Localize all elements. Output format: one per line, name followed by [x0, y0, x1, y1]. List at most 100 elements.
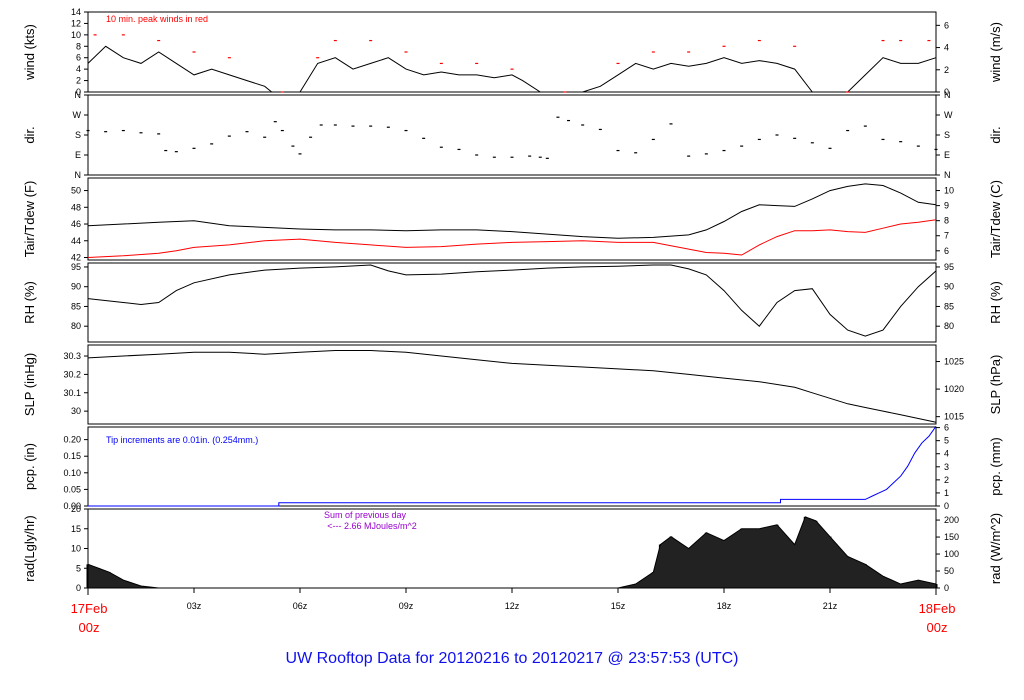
- left-tick-label: 0: [76, 87, 81, 97]
- left-tick-label: 30.3: [63, 351, 81, 361]
- right-tick-label: 90: [944, 282, 954, 292]
- y-axis-label-right: pcp. (mm): [988, 437, 1003, 496]
- right-tick-label: 2: [944, 65, 949, 75]
- right-tick-label: N: [944, 90, 951, 100]
- panel-frame: [87, 94, 937, 176]
- left-tick-label: 5: [76, 563, 81, 573]
- left-tick-label: 80: [71, 321, 81, 331]
- y-axis-label-right: rad (W/m^2): [988, 513, 1003, 584]
- left-tick-label: 0.05: [63, 484, 81, 494]
- right-tick-label: 10: [944, 186, 954, 196]
- y-axis-label-left: pcp. (in): [22, 443, 37, 490]
- right-tick-label: 0: [944, 501, 949, 511]
- y-axis-label-right: RH (%): [988, 281, 1003, 324]
- y-axis-label-left: rad(Lgly/hr): [22, 515, 37, 581]
- left-tick-label: 10: [71, 544, 81, 554]
- right-tick-label: E: [944, 150, 950, 160]
- left-tick-label: 10: [71, 30, 81, 40]
- panel-temp: 42 44 46 48 50 6 7 8 9 10 Tair/Tdew (F) Tair/Tdew (…: [22, 177, 1003, 262]
- right-tick-label: 3: [944, 462, 949, 472]
- left-tick-label: E: [75, 150, 81, 160]
- left-tick-label: 0.20: [63, 435, 81, 445]
- right-tick-label: 7: [944, 231, 949, 241]
- right-tick-label: 6: [944, 246, 949, 256]
- left-tick-label: N: [75, 170, 82, 180]
- left-tick-label: 30: [71, 406, 81, 416]
- figure-title: UW Rooftop Data for 20120216 to 20120217…: [285, 650, 739, 667]
- left-tick-label: 0: [76, 583, 81, 593]
- right-tick-label: 200: [944, 515, 959, 525]
- right-tick-label: 6: [944, 20, 949, 30]
- right-tick-label: 9: [944, 201, 949, 211]
- left-tick-label: 6: [76, 53, 81, 63]
- left-tick-label: 4: [76, 64, 81, 74]
- series-line: [87, 45, 937, 93]
- left-tick-label: 0.00: [63, 501, 81, 511]
- time-tick-label: 18z: [717, 601, 732, 611]
- left-tick-label: 48: [71, 202, 81, 212]
- left-tick-label: 90: [71, 282, 81, 292]
- series-area: [87, 516, 937, 589]
- time-start-label: 00z: [79, 620, 100, 635]
- right-tick-label: 8: [944, 216, 949, 226]
- series-line: [87, 183, 937, 239]
- left-tick-label: W: [73, 110, 82, 120]
- series-line: [87, 264, 937, 337]
- right-tick-label: S: [944, 130, 950, 140]
- y-axis-label-left: RH (%): [22, 281, 37, 324]
- panel-frame: [87, 344, 937, 425]
- right-tick-label: 150: [944, 532, 959, 542]
- right-tick-label: 6: [944, 423, 949, 433]
- right-tick-label: 100: [944, 549, 959, 559]
- right-tick-label: 80: [944, 321, 954, 331]
- left-tick-label: 85: [71, 301, 81, 311]
- y-axis-label-left: Tair/Tdew (F): [22, 181, 37, 258]
- time-end-label: 00z: [927, 620, 948, 635]
- right-tick-label: 1: [944, 488, 949, 498]
- left-tick-label: 30.1: [63, 388, 81, 398]
- left-tick-label: 20: [71, 504, 81, 514]
- y-axis-label-left: wind (kts): [22, 24, 37, 81]
- y-axis-label-left: dir.: [22, 126, 37, 143]
- left-tick-label: 95: [71, 262, 81, 272]
- right-tick-label: 95: [944, 262, 954, 272]
- left-tick-label: 12: [71, 18, 81, 28]
- y-axis-label-right: wind (m/s): [988, 22, 1003, 83]
- right-tick-label: 4: [944, 43, 949, 53]
- y-axis-label-right: Tair/Tdew (C): [988, 180, 1003, 258]
- time-start-label: 17Feb: [71, 601, 108, 616]
- series-line: [87, 219, 937, 258]
- y-axis-label-right: SLP (hPa): [988, 355, 1003, 415]
- right-tick-label: 1025: [944, 357, 964, 367]
- right-tick-label: N: [944, 170, 951, 180]
- right-tick-label: 5: [944, 436, 949, 446]
- panel-frame: [87, 262, 937, 343]
- series-line: [87, 350, 937, 423]
- time-end-label: 18Feb: [919, 601, 956, 616]
- series-line: [88, 426, 937, 507]
- right-tick-label: 2: [944, 475, 949, 485]
- time-tick-label: 09z: [399, 601, 414, 611]
- panel-frame: [87, 177, 937, 261]
- left-tick-label: 46: [71, 219, 81, 229]
- left-tick-label: 14: [71, 7, 81, 17]
- panel-frame: [87, 11, 937, 93]
- left-tick-label: 8: [76, 41, 81, 51]
- left-tick-label: S: [75, 130, 81, 140]
- left-tick-label: N: [75, 90, 82, 100]
- annotation: <--- 2.66 MJoules/m^2: [327, 521, 417, 531]
- left-tick-label: 15: [71, 524, 81, 534]
- right-tick-label: 50: [944, 566, 954, 576]
- time-tick-label: 15z: [611, 601, 626, 611]
- left-tick-label: 30.2: [63, 369, 81, 379]
- right-tick-label: 4: [944, 449, 949, 459]
- annotation: Sum of previous day: [324, 510, 407, 520]
- left-tick-label: 0.15: [63, 451, 81, 461]
- panel-pcp: 0.00 0.05 0.10 0.15 0.20 0 1 2 3 4 5 6 pcp. (in) pcp.…: [22, 423, 1003, 511]
- right-tick-label: 85: [944, 301, 954, 311]
- panel-slp: 30 30.1 30.2 30.3 1015 1020 1025 SLP (inHg) SLP …: [22, 344, 1003, 425]
- right-tick-label: W: [944, 110, 953, 120]
- left-tick-label: 50: [71, 186, 81, 196]
